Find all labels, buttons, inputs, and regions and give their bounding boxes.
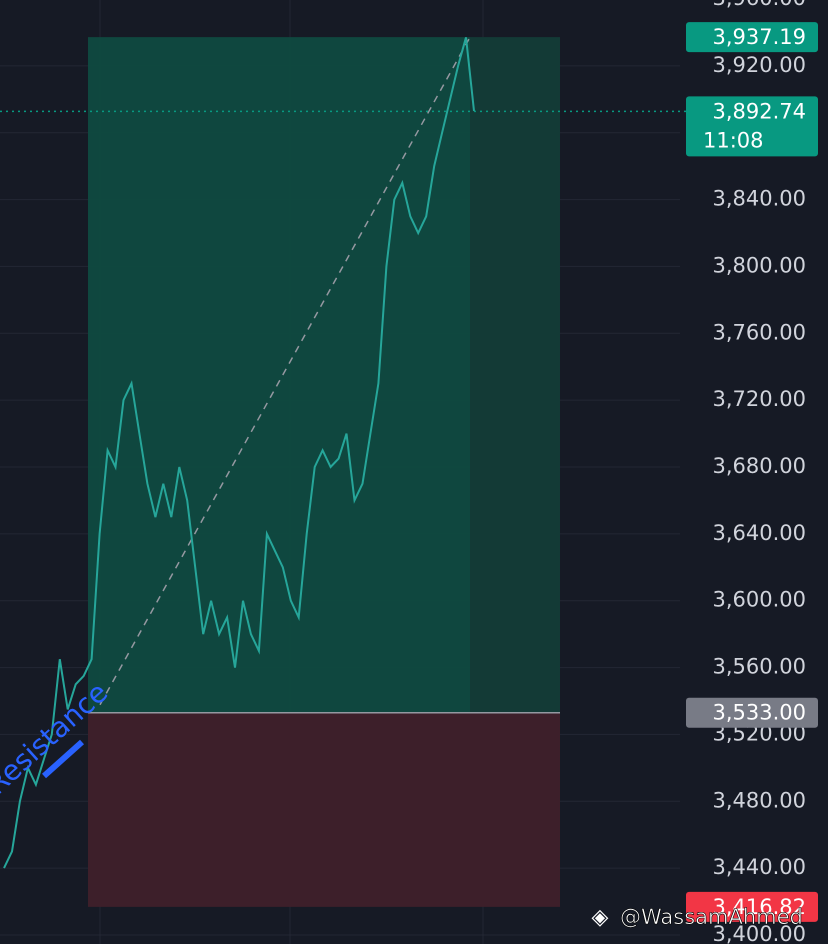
y-tick-label: 3,480.00 (712, 788, 806, 812)
y-tick-label: 3,440.00 (712, 855, 806, 879)
projection-line (99, 36, 471, 706)
y-tick-label: 3,680.00 (712, 454, 806, 478)
price-tag-label: 3,937.19 (712, 25, 806, 49)
price-tag (686, 22, 818, 53)
y-tick-label: 3,640.00 (712, 521, 806, 545)
price-tag (686, 891, 818, 922)
y-tick-label: 3,400.00 (712, 922, 806, 944)
loss-zone (88, 712, 560, 907)
price-tag-label: 3,533.00 (712, 701, 806, 725)
price-tag-label: 3,892.74 (712, 99, 806, 123)
profit-zone-future (470, 37, 560, 713)
watermark: @WassamAhmed (620, 905, 803, 929)
price-line (3, 37, 475, 869)
watermark-icon: ◈ (592, 905, 609, 930)
countdown: 11:08 (703, 128, 764, 152)
price-tag (686, 96, 818, 157)
profit-zone (88, 37, 470, 713)
y-tick-label: 3,760.00 (712, 320, 806, 344)
y-tick-label: 3,960.00 (712, 0, 806, 10)
resistance-segment (41, 739, 85, 779)
price-tag-label: 3,416.82 (712, 895, 806, 919)
y-tick-label: 3,840.00 (712, 187, 806, 211)
y-tick-label: 3,920.00 (712, 53, 806, 77)
y-tick-label: 3,800.00 (712, 253, 806, 277)
y-tick-label: 3,720.00 (712, 387, 806, 411)
y-tick-label: 3,600.00 (712, 588, 806, 612)
price-tag (686, 697, 818, 728)
y-tick-label: 3,560.00 (712, 655, 806, 679)
